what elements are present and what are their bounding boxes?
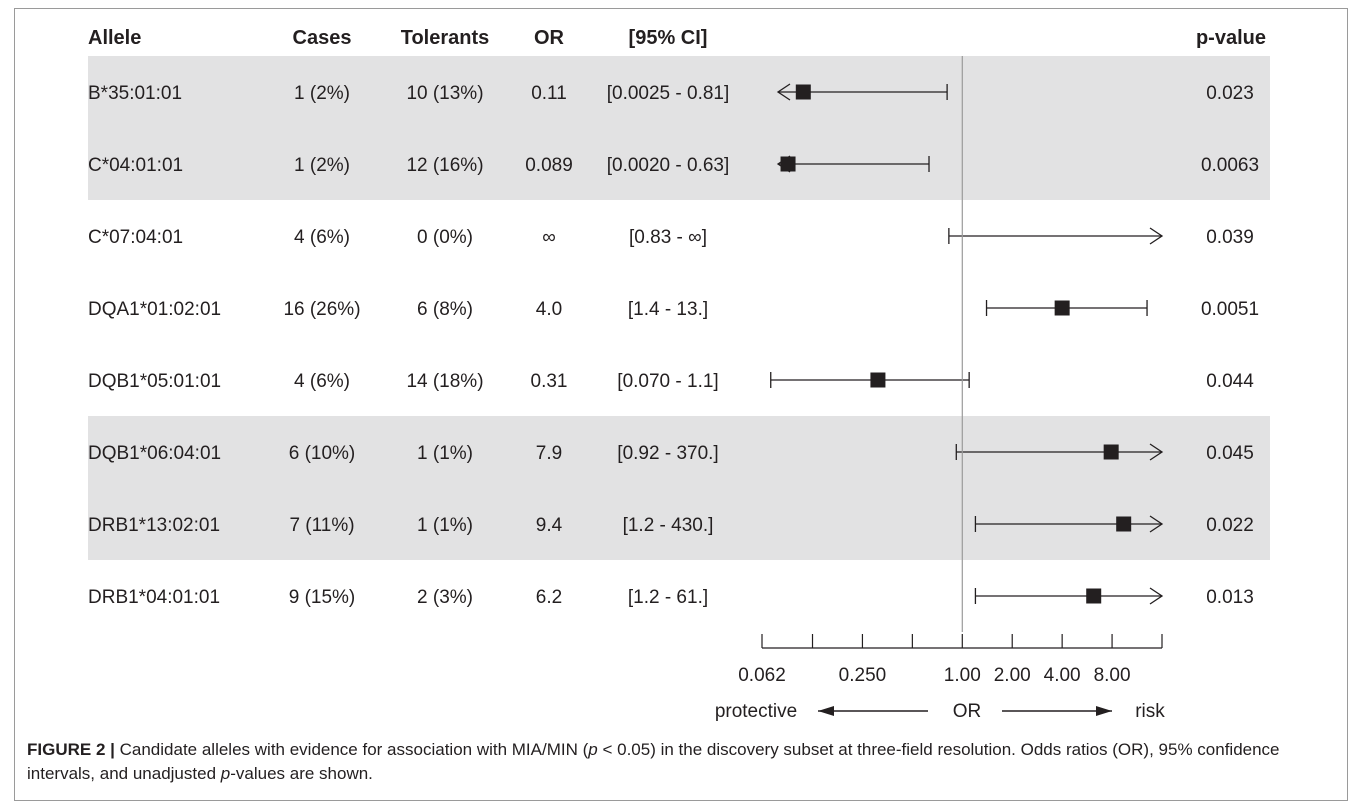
table-row: DRB1*13:02:01 7 (11%) 1 (1%) 9.4 [1.2 - 430.… [88,515,1254,536]
risk-arrowhead [1096,706,1112,716]
row-band [88,128,1270,200]
header-cases: Cases [293,27,352,49]
cell-or: 0.11 [531,83,567,104]
axis-title: OR [953,701,982,722]
cell-cases: 9 (15%) [289,587,356,608]
ci-arrow-left [776,83,791,101]
cell-pvalue: 0.013 [1206,587,1254,608]
tick-label: 4.00 [1044,665,1081,686]
cell-pvalue: 0.022 [1206,515,1254,536]
cell-or: 4.0 [536,299,562,320]
cell-ci: [1.2 - 430.] [623,515,714,536]
protective-arrowhead [818,706,834,716]
cell-cases: 4 (6%) [294,227,350,248]
cell-or: 9.4 [536,515,563,536]
header-pvalue: p-value [1196,27,1266,49]
table-row: DQB1*05:01:01 4 (6%) 14 (18%) 0.31 [0.070 - … [88,371,1254,392]
or-point [1086,588,1102,604]
cell-cases: 7 (11%) [289,515,354,536]
caption-text-3: -values are shown. [230,764,373,783]
tick-label: 0.062 [738,665,786,686]
cell-ci: [0.92 - 370.] [617,443,718,464]
cell-allele: DQB1*06:04:01 [88,443,221,464]
cell-ci: [0.0020 - 0.63] [607,155,730,176]
caption-text-2: < 0.05) in the discovery subset at three… [27,740,1280,783]
ci-arrow-right [1149,443,1164,461]
cell-tolerants: 6 (8%) [417,299,473,320]
forest-plot: Allele Cases Tolerants OR [95% CI] p-val… [88,27,1270,722]
header-tolerants: Tolerants [401,27,490,49]
cell-cases: 1 (2%) [294,155,350,176]
table-row: DQB1*06:04:01 6 (10%) 1 (1%) 7.9 [0.92 - 370… [88,443,1254,464]
table-row: DRB1*04:01:01 9 (15%) 2 (3%) 6.2 [1.2 - 61.]… [88,587,1254,608]
cell-cases: 1 (2%) [294,83,350,104]
cell-ci: [1.2 - 61.] [628,587,708,608]
or-point [1103,444,1119,460]
or-point [780,156,796,172]
table-row: C*07:04:01 4 (6%) 0 (0%) ∞ [0.83 - ∞] 0.039 [88,227,1254,248]
cell-cases: 4 (6%) [294,371,350,392]
cell-or: 7.9 [536,443,562,464]
cell-tolerants: 2 (3%) [417,587,473,608]
cell-or: 6.2 [536,587,562,608]
cell-tolerants: 0 (0%) [417,227,473,248]
or-point [795,84,811,100]
caption-text-1: Candidate alleles with evidence for asso… [114,740,589,759]
figure-caption: FIGURE 2 | Candidate alleles with eviden… [27,738,1337,786]
table-rows: B*35:01:01 1 (2%) 10 (13%) 0.11 [0.0025 - 0.… [88,83,1259,608]
table-row: C*04:01:01 1 (2%) 12 (16%) 0.089 [0.0020 - 0… [88,155,1259,176]
ci-arrow-right [1149,587,1164,605]
tick-label: 2.00 [994,665,1031,686]
cell-allele: C*04:01:01 [88,155,183,176]
or-point [1054,300,1070,316]
header-allele: Allele [88,27,141,49]
tick-label: 8.00 [1094,665,1131,686]
cell-cases: 16 (26%) [283,299,360,320]
cell-ci: [0.070 - 1.1] [617,371,718,392]
cell-ci: [0.83 - ∞] [629,227,707,248]
header-ci: [95% CI] [629,27,708,49]
caption-p-symbol: p [588,740,598,759]
table-header: Allele Cases Tolerants OR [95% CI] p-val… [88,27,1266,49]
x-axis: 0.062 0.250 1.00 2.00 4.00 8.00 protective OR ri… [715,634,1165,722]
cell-ci: [1.4 - 13.] [628,299,708,320]
or-point [1116,516,1132,532]
cell-tolerants: 1 (1%) [417,515,473,536]
cell-pvalue: 0.023 [1206,83,1254,104]
caption-label: FIGURE 2 | [27,740,115,759]
protective-label: protective [715,701,797,722]
figure-frame [14,8,1348,801]
cell-pvalue: 0.044 [1206,371,1254,392]
table-row: B*35:01:01 1 (2%) 10 (13%) 0.11 [0.0025 - 0.… [88,83,1254,104]
cell-ci: [0.0025 - 0.81] [607,83,730,104]
tick-label: 0.250 [839,665,887,686]
row-band [88,56,1270,128]
ci-arrow-right [1149,515,1164,533]
cell-allele: DQB1*05:01:01 [88,371,221,392]
header-or: OR [534,27,565,49]
cell-allele: DRB1*13:02:01 [88,515,220,536]
cell-pvalue: 0.0051 [1201,299,1259,320]
cell-pvalue: 0.045 [1206,443,1254,464]
cell-tolerants: 12 (16%) [406,155,483,176]
cell-allele: DRB1*04:01:01 [88,587,220,608]
cell-pvalue: 0.039 [1206,227,1254,248]
cell-tolerants: 1 (1%) [417,443,473,464]
cell-tolerants: 10 (13%) [406,83,483,104]
risk-label: risk [1135,701,1165,722]
cell-allele: DQA1*01:02:01 [88,299,221,320]
cell-allele: C*07:04:01 [88,227,183,248]
cell-or: ∞ [542,227,556,248]
cell-cases: 6 (10%) [289,443,356,464]
cell-or: 0.089 [525,155,573,176]
or-point [870,372,886,388]
cell-allele: B*35:01:01 [88,83,182,104]
cell-pvalue: 0.0063 [1201,155,1259,176]
caption-p-symbol-2: p [220,764,231,783]
ci-arrow-right [1149,227,1164,245]
cell-tolerants: 14 (18%) [406,371,483,392]
cell-or: 0.31 [531,371,568,392]
tick-label: 1.00 [944,665,981,686]
table-row: DQA1*01:02:01 16 (26%) 6 (8%) 4.0 [1.4 - 13.… [88,299,1259,320]
